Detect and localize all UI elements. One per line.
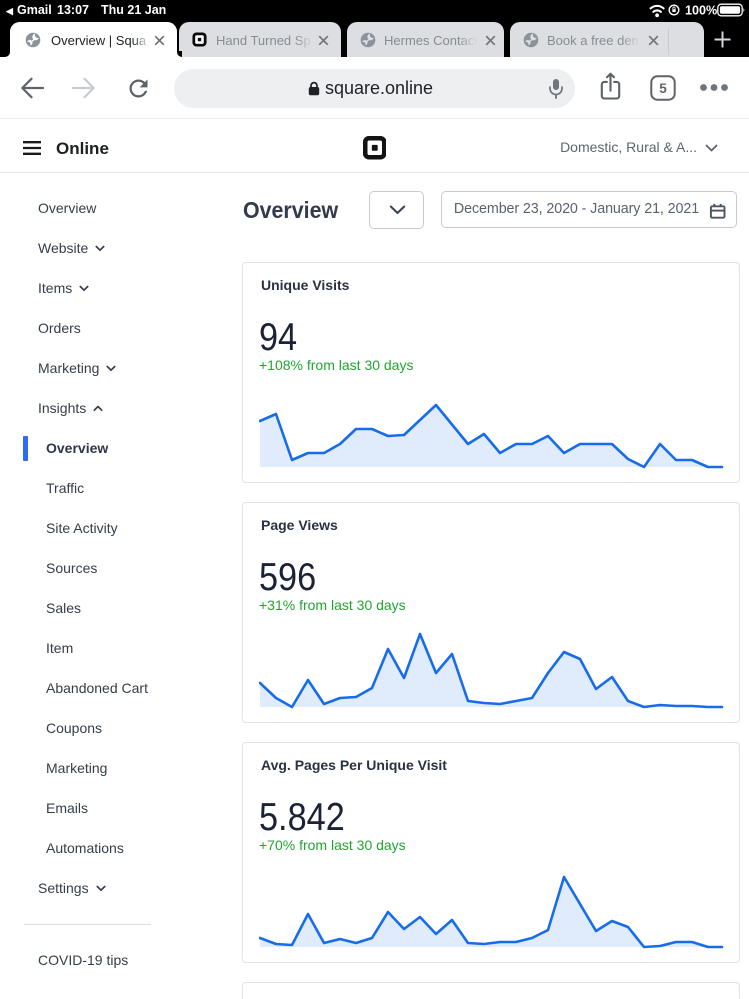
svg-text:100%: 100%: [685, 4, 717, 18]
svg-text:5: 5: [659, 81, 667, 96]
